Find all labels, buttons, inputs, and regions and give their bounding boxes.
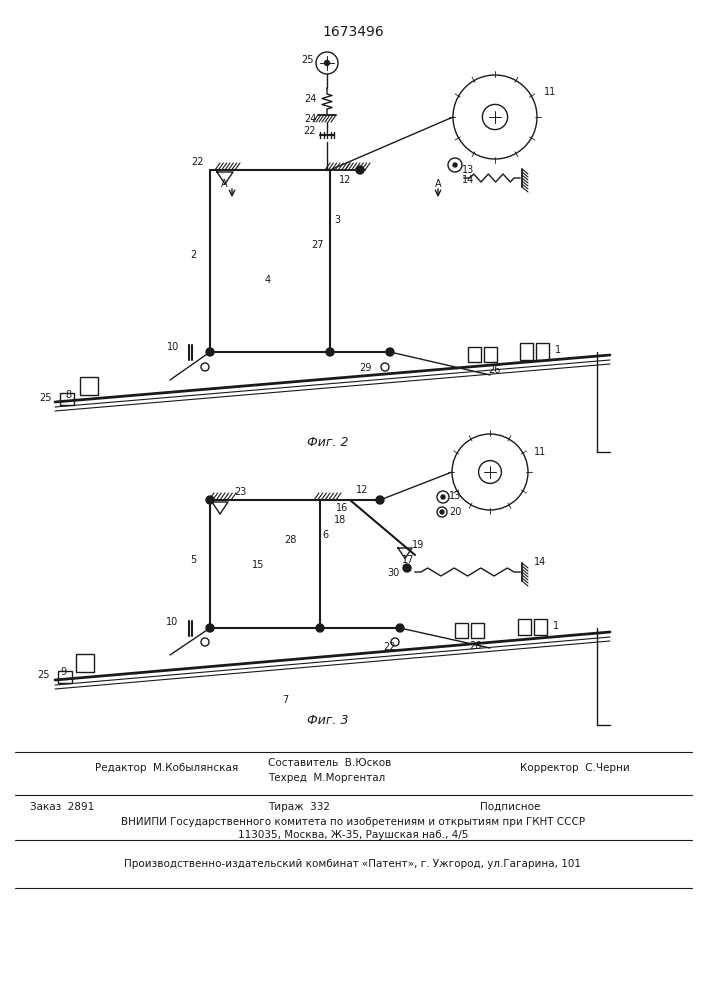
Text: 26: 26 [488, 365, 500, 375]
Bar [58, 671, 72, 683]
Text: 26: 26 [469, 641, 481, 651]
Circle shape [440, 510, 444, 514]
Text: A: A [221, 179, 228, 189]
Text: 12: 12 [339, 175, 351, 185]
Bar [471, 623, 484, 638]
Bar [60, 393, 74, 405]
Text: 22: 22 [304, 126, 316, 136]
Text: 19: 19 [412, 540, 424, 550]
Text: 13: 13 [449, 491, 461, 501]
Text: 12: 12 [356, 485, 368, 495]
Text: 25: 25 [300, 55, 313, 65]
Text: 8: 8 [65, 390, 71, 400]
Circle shape [376, 496, 384, 504]
Text: 13: 13 [462, 165, 474, 175]
Text: 17: 17 [402, 555, 414, 565]
Circle shape [396, 624, 404, 632]
Text: A: A [435, 179, 441, 189]
Text: 14: 14 [462, 175, 474, 185]
Text: 5: 5 [190, 555, 196, 565]
Text: Корректор  С.Черни: Корректор С.Черни [520, 763, 630, 773]
Text: 16: 16 [336, 503, 348, 513]
Bar [76, 654, 94, 672]
Text: 25: 25 [40, 393, 52, 403]
Bar [536, 343, 549, 360]
Text: 27: 27 [311, 240, 323, 250]
Text: Составитель  В.Юсков: Составитель В.Юсков [268, 758, 392, 768]
Text: 1: 1 [553, 621, 559, 631]
Text: Редактор  М.Кобылянская: Редактор М.Кобылянская [95, 763, 238, 773]
Bar [484, 347, 497, 362]
Circle shape [316, 624, 324, 632]
Bar [518, 619, 531, 635]
Bar [520, 343, 533, 360]
Text: 24: 24 [304, 114, 316, 124]
Text: 18: 18 [334, 515, 346, 525]
Text: Техред  М.Моргентал: Техред М.Моргентал [268, 773, 385, 783]
Circle shape [206, 496, 214, 504]
Circle shape [206, 624, 214, 632]
Text: 11: 11 [544, 87, 556, 97]
Text: 20: 20 [449, 507, 461, 517]
Text: ВНИИПИ Государственного комитета по изобретениям и открытиям при ГКНТ СССР: ВНИИПИ Государственного комитета по изоб… [121, 817, 585, 827]
Text: Тираж  332: Тираж 332 [268, 802, 330, 812]
Text: Фиг. 2: Фиг. 2 [308, 436, 349, 448]
Bar [455, 623, 468, 638]
Text: 2: 2 [190, 250, 196, 260]
Text: Заказ  2891: Заказ 2891 [30, 802, 94, 812]
Text: 29: 29 [359, 363, 371, 373]
Bar [80, 377, 98, 395]
Circle shape [325, 60, 329, 66]
Text: 6: 6 [322, 530, 328, 540]
Circle shape [356, 166, 364, 174]
Bar [534, 619, 547, 635]
Text: 3: 3 [334, 215, 340, 225]
Text: 22: 22 [191, 157, 203, 167]
Text: 15: 15 [252, 560, 264, 570]
Circle shape [441, 495, 445, 499]
Text: 23: 23 [234, 487, 246, 497]
Circle shape [326, 348, 334, 356]
Text: 30: 30 [387, 568, 399, 578]
Text: 4: 4 [265, 275, 271, 285]
Circle shape [403, 564, 411, 572]
Circle shape [453, 163, 457, 167]
Text: 14: 14 [534, 557, 546, 567]
Circle shape [206, 348, 214, 356]
Text: Производственно-издательский комбинат «Патент», г. Ужгород, ул.Гагарина, 101: Производственно-издательский комбинат «П… [124, 859, 581, 869]
Text: 1: 1 [555, 345, 561, 355]
Bar [468, 347, 481, 362]
Circle shape [386, 348, 394, 356]
Text: 22: 22 [384, 642, 396, 652]
Text: 7: 7 [282, 695, 288, 705]
Text: Подписное: Подписное [480, 802, 540, 812]
Text: 10: 10 [167, 342, 179, 352]
Text: 9: 9 [60, 667, 66, 677]
Text: 10: 10 [166, 617, 178, 627]
Text: 25: 25 [37, 670, 49, 680]
Text: Фиг. 3: Фиг. 3 [308, 714, 349, 726]
Text: 113035, Москва, Ж-35, Раушская наб., 4/5: 113035, Москва, Ж-35, Раушская наб., 4/5 [238, 830, 468, 840]
Text: 1673496: 1673496 [322, 25, 384, 39]
Text: 28: 28 [284, 535, 296, 545]
Text: 11: 11 [534, 447, 546, 457]
Text: 24: 24 [304, 94, 316, 104]
